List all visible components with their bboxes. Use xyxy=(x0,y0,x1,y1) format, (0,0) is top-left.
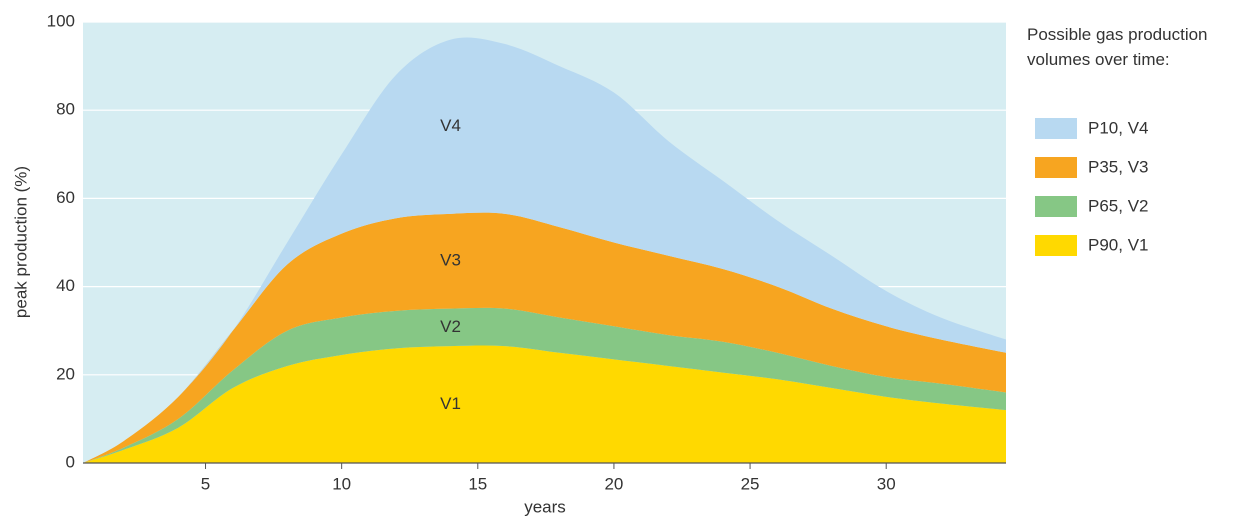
area xyxy=(83,37,1006,463)
x-tick-label: 20 xyxy=(604,474,623,493)
legend-swatch xyxy=(1035,118,1077,139)
x-axis-label: years xyxy=(524,497,566,516)
area xyxy=(83,345,1006,463)
x-tick-label: 25 xyxy=(741,474,760,493)
area-label: V4 xyxy=(440,116,461,135)
area-label: V2 xyxy=(440,317,461,336)
legend-swatch xyxy=(1035,157,1077,178)
legend-label: P90, V1 xyxy=(1088,235,1149,254)
legend-label: P65, V2 xyxy=(1088,196,1149,215)
legend-label: P10, V4 xyxy=(1088,118,1149,137)
legend-label: P35, V3 xyxy=(1088,157,1149,176)
y-axis-label: peak production (%) xyxy=(11,166,30,318)
x-tick-label: 5 xyxy=(201,474,210,493)
area-label: V1 xyxy=(440,394,461,413)
legend-swatch xyxy=(1035,196,1077,217)
y-tick-label: 80 xyxy=(56,100,75,119)
area xyxy=(83,212,1006,463)
x-tick-label: 30 xyxy=(877,474,896,493)
y-tick-label: 100 xyxy=(47,11,75,30)
legend-swatch xyxy=(1035,235,1077,256)
area-label: V3 xyxy=(440,251,461,270)
x-tick-label: 10 xyxy=(332,474,351,493)
y-tick-label: 60 xyxy=(56,188,75,207)
y-tick-label: 40 xyxy=(56,276,75,295)
legend-title: Possible gas production volumes over tim… xyxy=(1027,25,1208,69)
x-tick-label: 15 xyxy=(468,474,487,493)
y-tick-label: 20 xyxy=(56,364,75,383)
area xyxy=(83,307,1006,463)
y-tick-label: 0 xyxy=(66,452,75,471)
